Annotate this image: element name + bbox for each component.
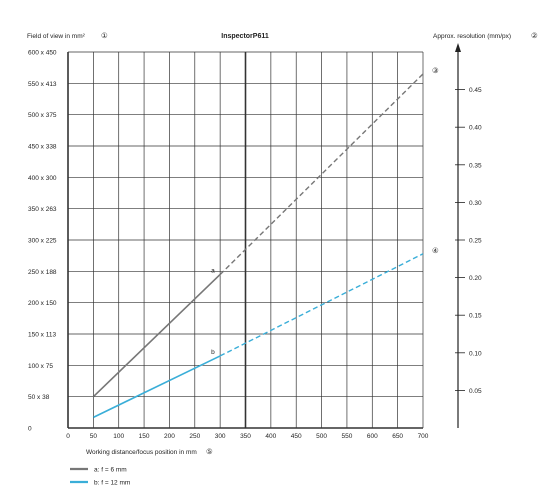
x-tick-label-500: 500 <box>316 433 327 440</box>
y2-axis-title: Approx. resolution (mm/px) <box>433 33 511 40</box>
x-axis-title-marker: ⑤ <box>206 447 213 456</box>
x-tick-label-300: 300 <box>215 433 226 440</box>
x-tick-label-0: 0 <box>66 433 70 440</box>
y-tick-label-200: 200 x 150 <box>28 300 57 307</box>
y-axis-title: Field of view in mm² <box>27 33 86 40</box>
y2-tick-label-0.35: 0.35 <box>469 162 482 169</box>
x-tick-label-400: 400 <box>265 433 276 440</box>
y2-tick-label-0.3: 0.30 <box>469 200 482 207</box>
y-tick-labels: 0 50 x 38 100 x 75 150 x 113 200 x 150 250 x … <box>28 50 57 433</box>
y-axis-title-marker: ① <box>101 31 108 40</box>
y-tick-label-50: 50 x 38 <box>28 394 50 401</box>
y-tick-label-400: 400 x 300 <box>28 175 57 182</box>
series-a-end-marker: ③ <box>432 66 439 75</box>
legend-label-a: a: f = 6 mm <box>94 467 127 474</box>
y-tick-label-300: 300 x 225 <box>28 238 57 245</box>
x-tick-label-200: 200 <box>164 433 175 440</box>
x-tick-labels: 0 50 100 150 200 250 300 350 400 450 500 550 600 650 7… <box>66 433 429 440</box>
x-tick-label-700: 700 <box>418 433 429 440</box>
y-tick-label-450: 450 x 338 <box>28 144 57 151</box>
x-axis-title: Working distance/focus position in mm <box>86 449 197 456</box>
series-lines: a ③ b ④ <box>92 66 439 419</box>
series-b-label: b <box>211 349 215 356</box>
y2-tick-label-0.15: 0.15 <box>469 313 482 320</box>
y-tick-label-100: 100 x 75 <box>28 363 53 370</box>
y2-axis-title-marker: ② <box>531 31 538 40</box>
legend: a: f = 6 mm b: f = 12 mm <box>70 467 130 487</box>
y-tick-label-350: 350 x 263 <box>28 206 57 213</box>
y2-tick-label-0.05: 0.05 <box>469 388 482 395</box>
y-tick-label-250: 250 x 188 <box>28 269 57 276</box>
x-tick-label-50: 50 <box>90 433 98 440</box>
legend-label-b: b: f = 12 mm <box>94 480 130 487</box>
series-b-solid <box>93 355 221 419</box>
x-tick-label-350: 350 <box>240 433 251 440</box>
x-tick-label-250: 250 <box>189 433 200 440</box>
series-a-solid <box>92 273 221 398</box>
y2-tick-label-0.4: 0.40 <box>469 125 482 132</box>
y2-tick-label-0.45: 0.45 <box>469 87 482 94</box>
y-tick-label-600: 600 x 450 <box>28 50 57 57</box>
y-tick-label-0: 0 <box>28 426 32 433</box>
series-b-end-marker: ④ <box>432 246 439 255</box>
y2-axis-arrow <box>455 43 461 52</box>
grid <box>67 51 424 429</box>
x-tick-label-600: 600 <box>367 433 378 440</box>
x-tick-label-650: 650 <box>392 433 403 440</box>
y2-tick-label-0.25: 0.25 <box>469 238 482 245</box>
y-tick-label-150: 150 x 113 <box>28 332 56 339</box>
series-b-dashed <box>219 253 424 357</box>
y-tick-label-550: 550 x 413 <box>28 81 57 88</box>
y-tick-label-500: 500 x 375 <box>28 112 57 119</box>
y2-axis: 0.05 0.10 0.15 0.20 0.25 0.30 0.35 0.40 0.45 <box>455 43 482 428</box>
x-tick-label-150: 150 <box>139 433 150 440</box>
x-tick-label-450: 450 <box>291 433 302 440</box>
x-tick-label-550: 550 <box>341 433 352 440</box>
y2-tick-label-0.2: 0.20 <box>469 275 482 282</box>
y2-tick-label-0.1: 0.10 <box>469 350 482 357</box>
x-tick-label-100: 100 <box>113 433 124 440</box>
series-a-label: a <box>211 267 215 274</box>
chart-title: InspectorP611 <box>221 33 269 40</box>
